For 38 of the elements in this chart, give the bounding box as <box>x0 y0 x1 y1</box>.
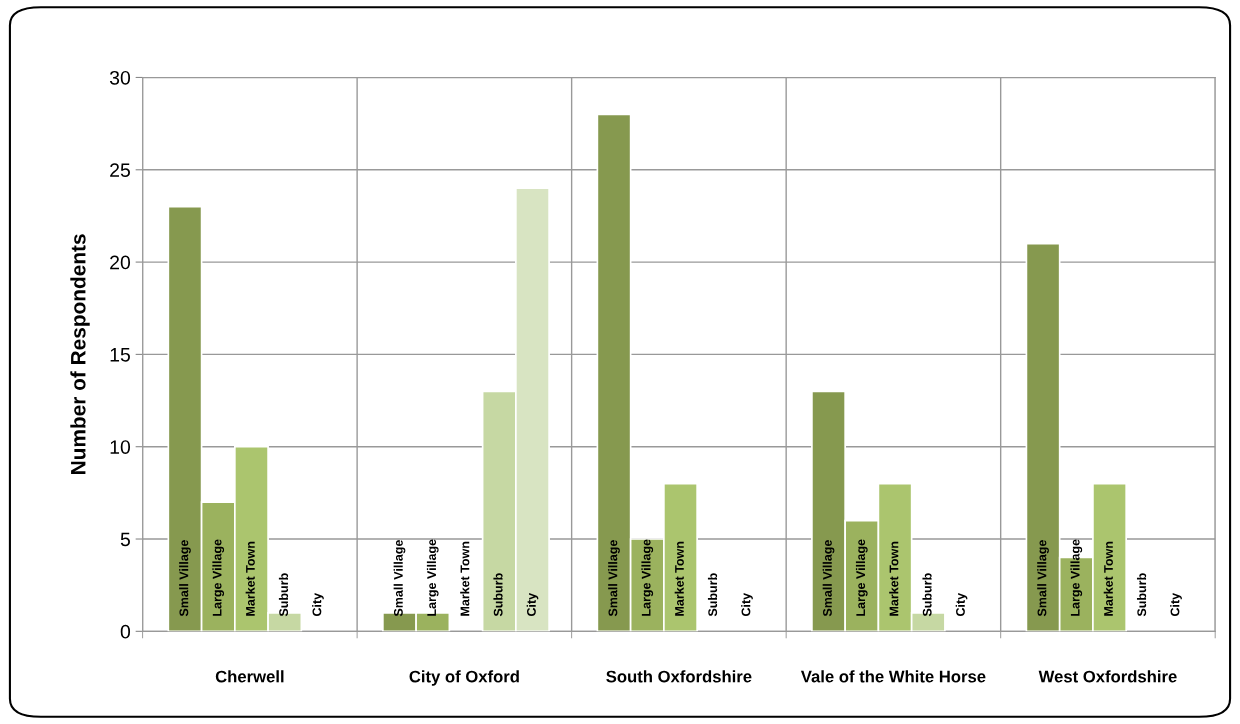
y-axis-title: Number of Respondents <box>70 234 90 474</box>
text: Large Village <box>426 539 439 616</box>
text: Small Village <box>393 540 406 617</box>
y-tick-label: 5 <box>120 532 130 547</box>
y-tick-label: 10 <box>110 440 131 454</box>
series-label: Market Town <box>674 541 684 616</box>
text: Market Town <box>889 541 899 616</box>
text: City <box>955 593 968 617</box>
x-tick-label: South Oxfordshire <box>606 670 752 683</box>
x-tick-label: Vale of the White Horse <box>800 670 986 683</box>
x-tick-label: City of Oxford <box>409 670 519 686</box>
text: City <box>1170 593 1182 617</box>
text: Suburb <box>707 573 718 617</box>
text: Large Village <box>855 539 868 616</box>
text: Market Town <box>460 541 470 616</box>
text: Small Village <box>822 540 835 617</box>
text: Market Town <box>245 541 255 616</box>
text: Small Village <box>1037 540 1049 617</box>
text: Large Village <box>212 539 225 616</box>
y-tick-label: 30 <box>109 70 131 85</box>
series-label: Large Village <box>641 539 654 616</box>
y-tick-label: 20 <box>110 255 131 270</box>
y-tick-label: 25 <box>110 163 130 178</box>
text: Suburb <box>278 573 289 617</box>
text: Small Village <box>179 540 191 617</box>
x-tick-label: Cherwell <box>215 670 284 683</box>
text: Small Village <box>608 540 620 617</box>
text: Market Town <box>1103 541 1113 616</box>
y-tick-label: 15 <box>110 348 130 362</box>
series-label: City <box>526 593 539 617</box>
text: Large Village <box>1070 539 1083 616</box>
x-tick-label: West Oxfordshire <box>1038 670 1177 683</box>
text: City <box>741 593 753 617</box>
text: Suburb <box>493 573 503 617</box>
text: Suburb <box>922 573 932 617</box>
text: Suburb <box>1136 573 1147 617</box>
text: City <box>312 593 324 617</box>
y-tick-label: 0 <box>120 624 131 639</box>
